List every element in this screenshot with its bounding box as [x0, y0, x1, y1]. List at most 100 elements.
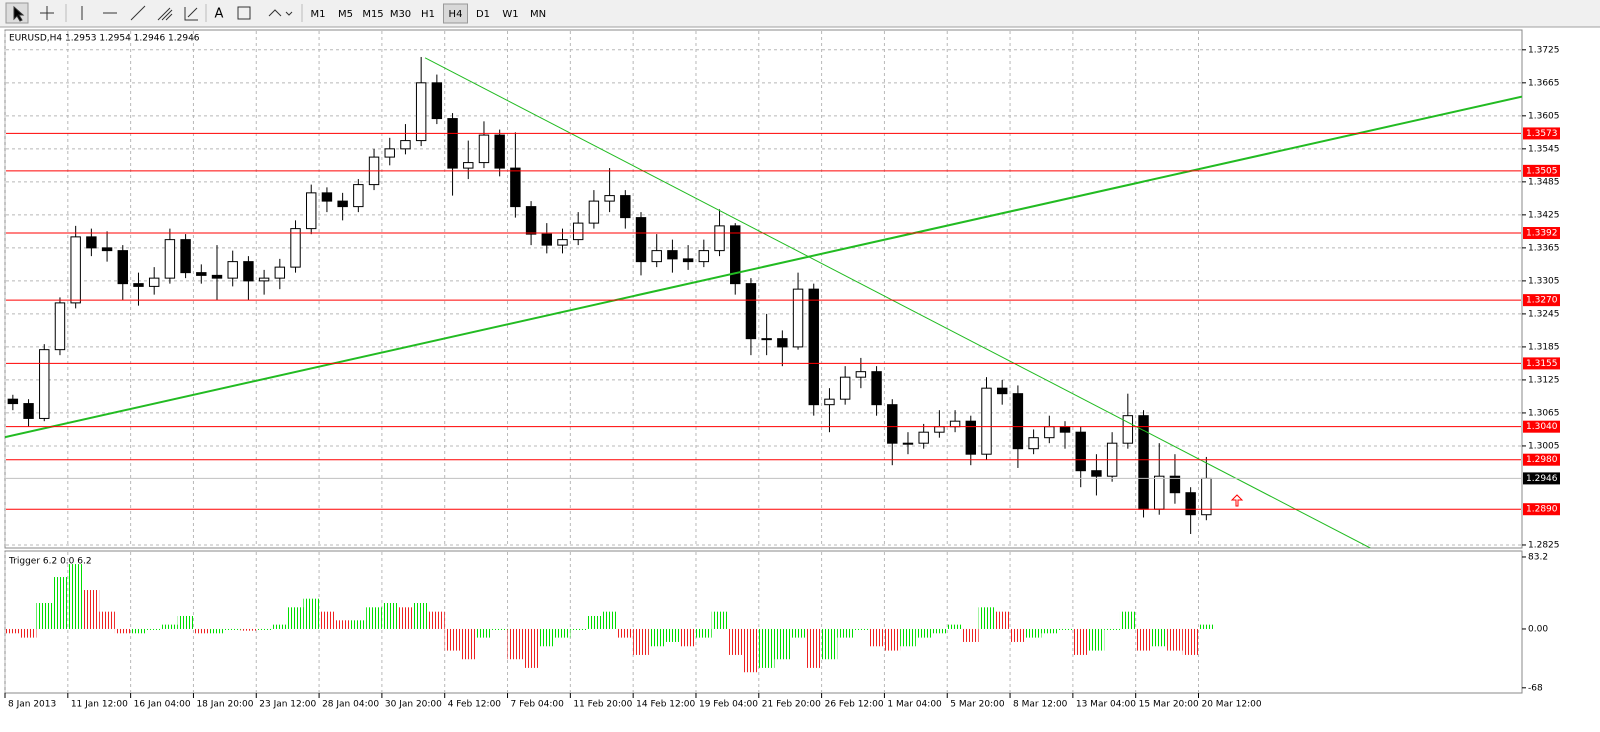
- level-label: 1.3155: [1526, 359, 1558, 369]
- indicator-bar: [853, 628, 869, 630]
- toolbar: [0, 0, 1600, 27]
- candle-body: [777, 338, 788, 348]
- indicator-bar: [884, 628, 901, 651]
- text-button[interactable]: A: [215, 7, 224, 22]
- timeframe-label[interactable]: M30: [390, 9, 411, 20]
- timeframe-label[interactable]: M5: [338, 9, 353, 20]
- y-tick-label: 1.3185: [1528, 342, 1560, 352]
- indicator-bar: [1104, 628, 1120, 630]
- candle-body: [745, 283, 757, 340]
- indicator-bar: [303, 598, 320, 629]
- indicator-bar: [444, 628, 461, 651]
- candle-body: [604, 195, 615, 202]
- level-label: 1.3040: [1526, 422, 1558, 432]
- y-tick-label: 1.3305: [1528, 276, 1560, 286]
- x-tick-label: 8 Jan 2013: [8, 700, 56, 710]
- candle-body: [1122, 415, 1134, 444]
- indicator-bar: [680, 628, 696, 647]
- level-label-box: [1523, 164, 1560, 177]
- symbol-header: EURUSD,H4 1.2953 1.2954 1.2946 1.2946: [9, 34, 200, 44]
- candle-body: [871, 371, 882, 406]
- indicator-bar: [20, 628, 37, 638]
- trendline: [424, 57, 1371, 548]
- trendline-button[interactable]: [130, 5, 146, 21]
- timeframe-label[interactable]: D1: [476, 9, 490, 20]
- level-label: 1.3270: [1526, 296, 1558, 306]
- timeframe-label[interactable]: H4: [449, 9, 463, 20]
- timeframe-label[interactable]: M1: [311, 9, 326, 20]
- indicator-bar: [711, 611, 728, 629]
- candle-body: [274, 266, 286, 279]
- y-tick-label: 83.2: [1528, 552, 1548, 562]
- label-button[interactable]: [237, 6, 251, 20]
- indicator-bar: [99, 611, 115, 629]
- candle-body: [306, 192, 317, 230]
- y-tick-label: 1.3125: [1528, 375, 1560, 385]
- x-tick-label: 11 Jan 12:00: [71, 700, 128, 710]
- candle-body: [227, 261, 238, 279]
- indicator-bar: [177, 615, 194, 629]
- timeframe-button[interactable]: [443, 3, 468, 24]
- indicator-bar: [319, 611, 335, 629]
- level-label: 1.2980: [1526, 455, 1558, 465]
- x-tick-label: 26 Feb 12:00: [825, 700, 884, 710]
- candle-body: [290, 228, 301, 268]
- indicator-bar: [1072, 628, 1089, 655]
- indicator-bar: [114, 628, 131, 634]
- timeframe-label[interactable]: MN: [530, 9, 546, 20]
- indicator-bar: [601, 611, 618, 629]
- candle-body: [525, 206, 537, 235]
- candle-body: [180, 239, 191, 274]
- indicator-bar: [1119, 611, 1136, 629]
- candle-body: [541, 233, 552, 246]
- y-tick-label: 1.3005: [1528, 441, 1560, 451]
- indicator-bar: [790, 628, 806, 638]
- indicator-bar: [162, 624, 178, 629]
- y-tick-label: 1.3365: [1528, 243, 1560, 253]
- candle-body: [133, 283, 144, 287]
- indicator-bar: [224, 628, 241, 630]
- indicator-bar: [52, 577, 68, 629]
- up-arrow-sign: [1230, 494, 1244, 507]
- timeframe-label[interactable]: H1: [421, 9, 435, 20]
- indicator-bar: [36, 603, 53, 629]
- indicator-bar: [664, 628, 681, 642]
- candle-body: [635, 217, 647, 263]
- candle-body: [54, 302, 66, 351]
- indicator-bar: [334, 620, 351, 629]
- indicator-bar: [821, 628, 838, 660]
- indicator-bar: [146, 628, 163, 630]
- indicator-bar: [554, 628, 571, 638]
- indicator-bar: [994, 611, 1011, 629]
- candle-body: [996, 387, 1008, 395]
- level-label-box: [1523, 453, 1560, 466]
- arrows-button[interactable]: [268, 9, 293, 17]
- timeframe-label[interactable]: M15: [362, 9, 383, 20]
- candle-body: [1028, 437, 1039, 450]
- candle-body: [808, 288, 819, 406]
- indicator-bar: [915, 628, 932, 638]
- indicator-bar: [586, 615, 602, 629]
- y-tick-label: 0.00: [1528, 624, 1548, 634]
- indicator-bar: [381, 603, 398, 629]
- candle-body: [761, 338, 772, 341]
- candle-body: [243, 261, 254, 282]
- x-tick-label: 4 Feb 12:00: [448, 700, 502, 710]
- candle-body: [1091, 470, 1102, 477]
- level-label-box: [1523, 227, 1560, 240]
- x-tick-label: 28 Jan 04:00: [322, 700, 379, 710]
- indicator-bar: [429, 611, 445, 629]
- crosshair-button[interactable]: [40, 6, 54, 20]
- timeframe-label[interactable]: W1: [502, 9, 518, 20]
- level-label: 1.3505: [1526, 166, 1558, 176]
- indicator-bar: [397, 607, 414, 629]
- indicator-bar: [350, 620, 367, 629]
- y-tick-label: 1.3485: [1528, 177, 1560, 187]
- candle-body: [321, 192, 333, 202]
- fibo-button[interactable]: [184, 7, 198, 21]
- channel-button[interactable]: [157, 7, 173, 21]
- candle-body: [934, 426, 945, 433]
- candle-body: [164, 239, 176, 279]
- x-tick-label: 1 Mar 04:00: [887, 700, 942, 710]
- candle-body: [918, 431, 929, 444]
